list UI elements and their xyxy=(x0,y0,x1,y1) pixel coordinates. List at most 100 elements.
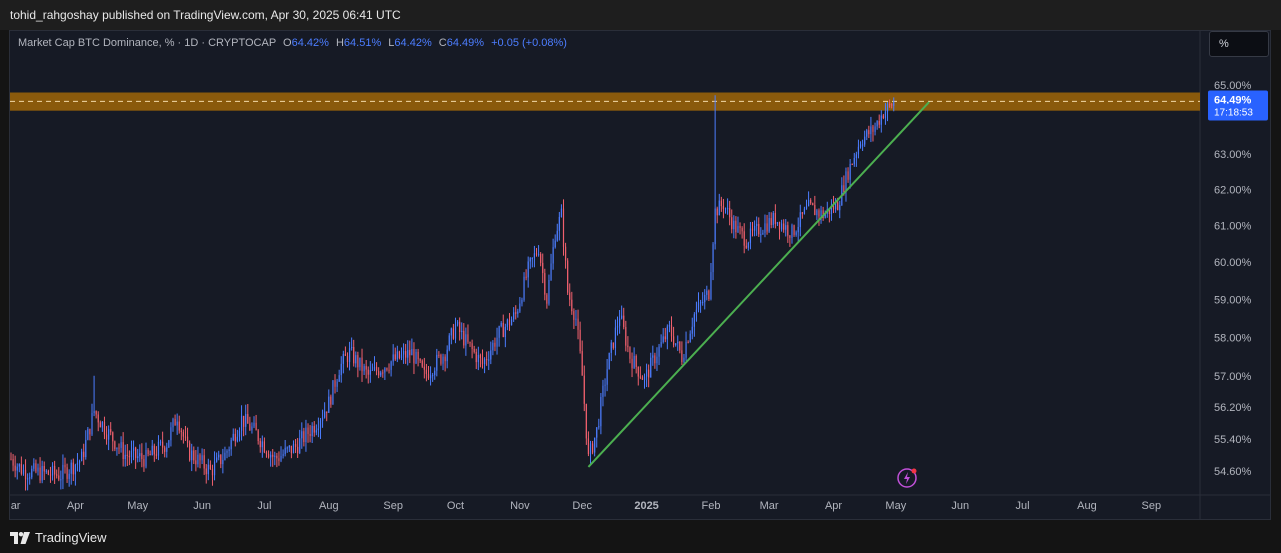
tradingview-brand[interactable]: TradingView xyxy=(10,530,107,545)
candle-body xyxy=(637,366,639,377)
high-value: 64.51% xyxy=(343,37,382,49)
candle-body xyxy=(101,421,103,428)
candle-body xyxy=(326,411,328,413)
candle-body xyxy=(780,223,783,230)
unit-percent-button[interactable]: % xyxy=(1209,31,1269,57)
candle-body xyxy=(195,460,197,465)
candle-body xyxy=(249,423,251,431)
candle-body xyxy=(402,351,405,355)
candle-body xyxy=(502,322,504,337)
candle-body xyxy=(236,436,238,442)
candle-body xyxy=(770,218,772,226)
candle-body xyxy=(749,228,752,243)
candle-body xyxy=(712,244,714,273)
candle-body xyxy=(550,263,552,280)
candle-body xyxy=(292,443,295,454)
candle-body xyxy=(824,213,826,218)
candle-body xyxy=(789,235,791,238)
candle-body xyxy=(795,232,797,235)
candle-body xyxy=(481,358,484,365)
candle-body xyxy=(201,455,203,461)
candle-body xyxy=(438,354,440,356)
candle-body xyxy=(492,342,494,351)
candle-body xyxy=(37,467,39,472)
candle-body xyxy=(313,426,315,433)
candle-body xyxy=(346,355,349,363)
candle-body xyxy=(338,375,340,382)
candle-body xyxy=(351,347,353,349)
last-price-value: 64.49% xyxy=(1214,94,1252,106)
candle-body xyxy=(849,164,851,180)
candle-body xyxy=(569,292,571,300)
candle-body xyxy=(427,373,430,379)
candle-body xyxy=(803,208,806,214)
candle-body xyxy=(612,342,614,348)
candle-body xyxy=(886,104,889,112)
candle-body xyxy=(118,447,120,449)
candle-body xyxy=(837,202,839,211)
candle-body xyxy=(124,454,126,460)
candle-body xyxy=(731,217,733,230)
candle-body xyxy=(400,354,403,359)
candle-body xyxy=(74,464,76,475)
candle-body xyxy=(309,433,311,436)
candle-body xyxy=(793,225,795,235)
candle-body xyxy=(307,427,309,434)
x-tick-label: Jun xyxy=(193,500,211,512)
candle-body xyxy=(635,355,637,367)
candle-body xyxy=(394,354,396,360)
candle-body xyxy=(429,375,432,379)
candle-body xyxy=(334,380,336,387)
candle-body xyxy=(618,318,621,326)
candle-body xyxy=(477,355,479,363)
candle-body xyxy=(340,363,342,376)
price-chart[interactable]: 65.00% 63.00% 62.00% 61.00% 60.00% 59.00% 58.0… xyxy=(10,31,1271,520)
candle-body xyxy=(766,223,768,232)
candle-body xyxy=(652,355,654,358)
candle-body xyxy=(525,276,527,278)
candle-body xyxy=(186,436,189,443)
candle-body xyxy=(41,466,43,481)
candle-body xyxy=(417,351,419,360)
candle-body xyxy=(778,221,781,230)
candle-body xyxy=(199,454,201,461)
candle-body xyxy=(197,454,199,465)
candle-body xyxy=(506,319,509,327)
candle-body xyxy=(870,126,872,135)
candle-body xyxy=(135,447,137,458)
candle-body xyxy=(444,356,446,362)
candle-body xyxy=(558,216,560,231)
candle-body xyxy=(182,432,184,437)
candle-body xyxy=(321,417,324,421)
candle-body xyxy=(207,464,209,475)
candle-body xyxy=(797,226,799,233)
x-tick-label: Jun xyxy=(951,500,969,512)
candle-body xyxy=(299,438,301,454)
candle-body xyxy=(153,445,155,455)
candle-body xyxy=(355,355,357,364)
candle-body xyxy=(448,335,450,350)
candle-body xyxy=(687,341,689,343)
candle-body xyxy=(878,120,880,125)
candle-body xyxy=(122,442,124,460)
chart-panel[interactable]: 65.00% 63.00% 62.00% 61.00% 60.00% 59.00% 58.0… xyxy=(9,30,1271,520)
candle-body xyxy=(294,443,297,447)
candle-body xyxy=(259,440,261,448)
candle-body xyxy=(668,325,671,327)
x-tick-label: Aug xyxy=(319,500,339,512)
candle-body xyxy=(265,452,268,455)
candle-body xyxy=(739,225,741,228)
candle-body xyxy=(888,104,891,106)
candle-body xyxy=(513,312,515,320)
candle-body xyxy=(643,376,646,380)
candle-body xyxy=(486,359,488,361)
close-label: C xyxy=(438,37,447,49)
candle-body xyxy=(405,351,407,358)
candle-body xyxy=(232,433,234,441)
candle-body xyxy=(70,462,72,474)
candle-body xyxy=(130,450,133,458)
x-tick-label: May xyxy=(885,500,906,512)
candle-body xyxy=(58,475,60,480)
candle-body xyxy=(367,369,369,375)
candle-body xyxy=(344,354,347,356)
